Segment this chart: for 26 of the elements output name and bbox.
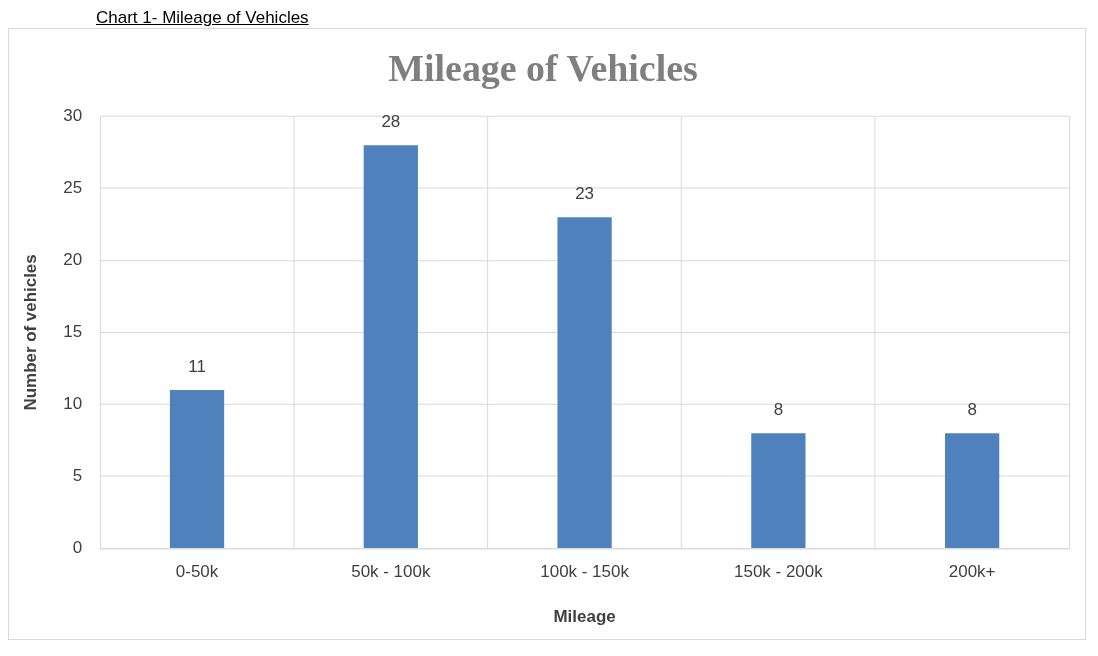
y-axis-title: Number of vehicles — [20, 254, 40, 411]
y-tick-label: 5 — [72, 466, 83, 486]
x-tick-label: 100k - 150k — [540, 562, 630, 582]
y-tick-label: 10 — [63, 394, 83, 414]
x-tick-label: 200k+ — [948, 562, 996, 582]
y-tick-label: 0 — [72, 538, 83, 558]
bar — [751, 433, 806, 548]
y-tick-label: 25 — [63, 178, 83, 198]
bar — [363, 145, 418, 548]
data-label: 8 — [773, 400, 784, 420]
x-tick-label: 0-50k — [175, 562, 219, 582]
bar — [169, 390, 225, 548]
data-label: 23 — [575, 184, 595, 204]
caption: Chart 1- Mileage of Vehicles — [96, 8, 310, 28]
data-label: 28 — [381, 112, 401, 132]
x-tick-label: 50k - 100k — [351, 562, 431, 582]
y-tick-label: 30 — [63, 106, 83, 125]
bar — [945, 433, 1000, 548]
data-label: 8 — [967, 400, 977, 420]
y-tick-label: 20 — [63, 250, 83, 270]
x-tick-label: 150k - 200k — [734, 562, 824, 582]
y-tick-label: 15 — [63, 322, 83, 342]
bar — [557, 217, 612, 548]
x-axis-title: Mileage — [553, 606, 616, 626]
chart-title: Mileage of Vehicles — [388, 47, 698, 90]
data-label: 11 — [188, 357, 206, 377]
